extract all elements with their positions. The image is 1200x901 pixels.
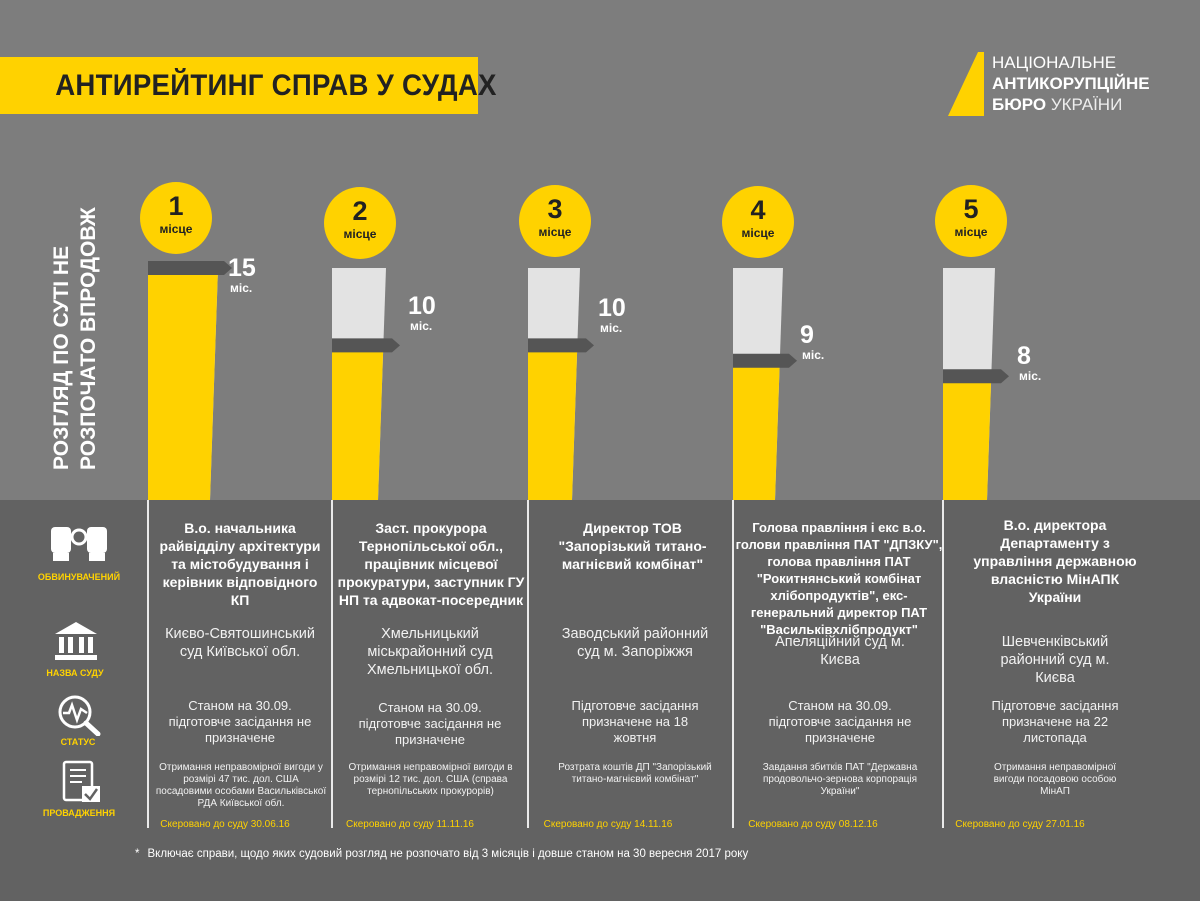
sent-to-court: Скеровано до суду 14.11.16 [543, 819, 673, 830]
footnote: * Включає справи, щодо яких судовий розгл… [135, 848, 748, 860]
court-name: Києво-Святошинський суд Київської обл. [165, 626, 315, 660]
proceeding-description: Отримання неправомірної вигоди посадовою… [993, 762, 1117, 797]
sent-to-court: Скеровано до суду 27.01.16 [955, 819, 1085, 830]
checklist-icon [62, 760, 100, 802]
accused-person: Голова правління і екс в.о. голови правл… [735, 520, 943, 637]
months-label: 10 міс. [598, 295, 626, 335]
column-divider [527, 500, 529, 828]
nabu-logo-icon [948, 52, 984, 116]
place-number: 4 [750, 195, 766, 225]
handcuffs-icon [51, 527, 107, 561]
accused-person: Директор ТОВ "Запорізький титано-магнієв… [558, 520, 707, 572]
row-label-proceedings: ПРОВАДЖЕННЯ [42, 808, 116, 818]
accused-person: В.о. начальника райвідділу архітектури т… [159, 520, 321, 608]
column-divider [331, 500, 333, 828]
accused-person: Заст. прокурора Тернопільської обл., пра… [337, 520, 525, 608]
sent-to-court: Скеровано до суду 08.12.16 [748, 819, 878, 830]
case-status: Підготовче засідання призначене на 18 жо… [571, 698, 699, 745]
place-badge: 4 місце [722, 186, 794, 258]
proceeding-description: Отримання неправомірної вигоди в розмірі… [348, 762, 513, 797]
months-value: 9 [800, 321, 814, 349]
bar-value [733, 360, 780, 500]
months-value: 15 [228, 254, 256, 282]
months-label: 8 міс. [1017, 343, 1041, 383]
page-title: АНТИРЕЙТИНГ СПРАВ У СУДАХ [55, 68, 497, 102]
bar-value [528, 345, 578, 500]
months-label: 9 міс. [800, 322, 824, 362]
bottom-section [0, 500, 1200, 901]
bar-value [148, 268, 218, 500]
place-label: місце [159, 222, 193, 236]
courthouse-icon [55, 622, 97, 660]
place-label: місце [954, 225, 988, 239]
logo-line-1: НАЦІОНАЛЬНЕ [992, 53, 1117, 72]
bar-marker [943, 369, 1009, 384]
court-name: Хмельницький міськрайонний суд Хмельниць… [366, 626, 494, 678]
months-unit: міс. [600, 321, 623, 335]
place-label: місце [343, 227, 377, 241]
months-unit: міс. [410, 319, 433, 333]
place-badge: 2 місце [324, 187, 396, 259]
logo-text: НАЦІОНАЛЬНЕ АНТИКОРУПЦІЙНЕ БЮРО УКРАЇНИ [992, 52, 1150, 115]
place-number: 5 [963, 194, 979, 224]
place-number: 3 [547, 194, 563, 224]
logo-line-2: АНТИКОРУПЦІЙНЕ [992, 74, 1150, 93]
footnote-text: Включає справи, щодо яких судовий розгля… [147, 848, 749, 860]
months-unit: міс. [1019, 369, 1042, 383]
proceeding-description: Завдання збитків ПАТ "Державна продоволь… [762, 762, 918, 797]
column-divider [147, 500, 149, 828]
logo-line-3: БЮРО УКРАЇНИ [992, 94, 1150, 115]
months-value: 10 [408, 292, 436, 320]
footnote-asterisk: * [135, 848, 140, 860]
proceeding-description: Отримання неправомірної вигоди у розмірі… [155, 762, 327, 809]
place-number: 1 [168, 191, 184, 221]
column-divider [732, 500, 734, 828]
bar-marker [332, 338, 400, 353]
case-status: Станом на 30.09. підготовче засідання не… [768, 698, 912, 745]
months-value: 10 [598, 294, 626, 322]
row-label-accused: ОБВИНУВАЧЕНИЙ [37, 572, 121, 582]
place-label: місце [741, 226, 775, 240]
row-label-court: НАЗВА СУДУ [46, 668, 104, 678]
accused-person: В.о. директора Департаменту з управління… [973, 517, 1137, 605]
place-badge: 5 місце [935, 185, 1007, 257]
proceeding-description: Розтрата коштів ДП "Запорізький титано-м… [558, 762, 712, 785]
bar-value [332, 345, 384, 500]
magnifier-pulse-icon [58, 695, 101, 736]
bar-marker [733, 353, 797, 368]
months-unit: міс. [802, 348, 825, 362]
bar-marker [528, 338, 594, 353]
title-banner: АНТИРЕЙТИНГ СПРАВ У СУДАХ [0, 57, 496, 114]
court-name: Шевченківський районний суд м. Києва [1000, 634, 1110, 686]
court-name: Апеляційний суд м. Києва [775, 634, 905, 668]
bar-chart [148, 261, 1009, 500]
place-number: 2 [352, 196, 368, 226]
case-status: Станом на 30.09. підготовче засідання не… [168, 698, 312, 745]
bar-value [943, 376, 992, 500]
case-status: Станом на 30.09. підготовче засідання не… [358, 700, 502, 747]
place-badge: 3 місце [519, 185, 591, 257]
logo-line-3-thin: УКРАЇНИ [1050, 95, 1123, 114]
logo-line-3-bold: БЮРО [992, 95, 1047, 114]
months-unit: міс. [230, 281, 253, 295]
sent-to-court: Скеровано до суду 11.11.16 [346, 819, 474, 830]
bar-marker [148, 261, 232, 275]
place-badge: 1 місце [140, 182, 212, 254]
place-label: місце [538, 225, 572, 239]
sent-to-court: Скеровано до суду 30.06.16 [160, 819, 290, 830]
column-divider [942, 500, 944, 828]
row-label-status: СТАТУС [60, 737, 96, 747]
months-value: 8 [1017, 342, 1031, 370]
months-label: 10 міс. [408, 293, 436, 333]
months-label: 15 міс. [228, 255, 256, 295]
case-status: Підготовче засідання призначене на 22 ли… [991, 698, 1119, 745]
court-name: Заводський районний суд м. Запоріжжя [561, 626, 709, 660]
